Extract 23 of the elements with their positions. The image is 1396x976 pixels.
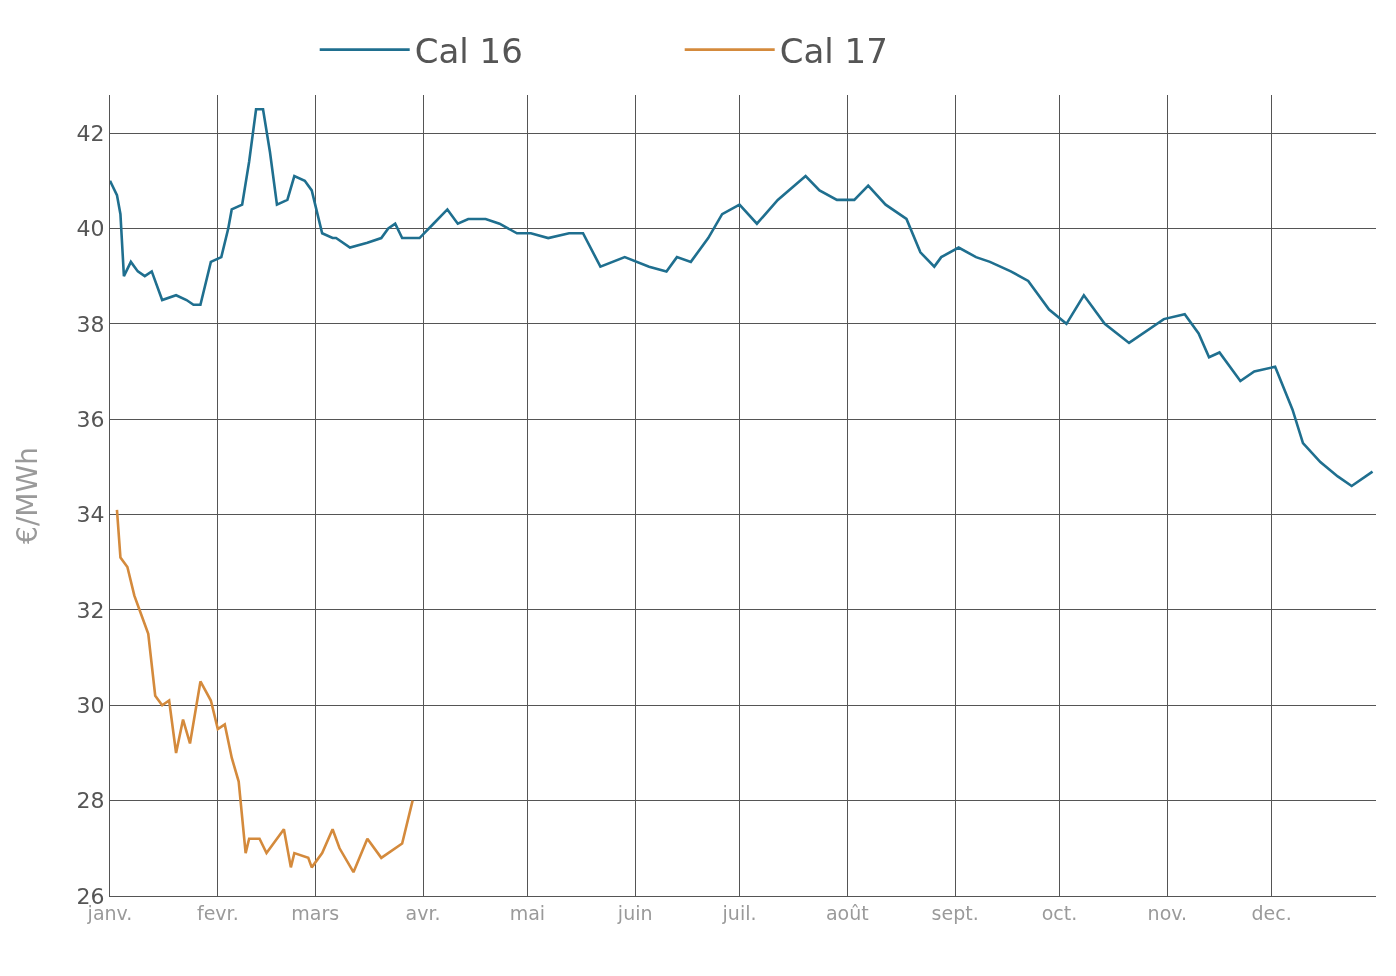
line-series — [115, 508, 414, 874]
y-tick-label: 36 — [76, 406, 105, 432]
y-tick-label: 34 — [76, 502, 105, 528]
x-tick-label: dec. — [1251, 901, 1292, 924]
y-axis-title: €/MWh — [11, 447, 45, 544]
x-tick-label: avr. — [405, 901, 441, 924]
x-tick-label: nov. — [1147, 901, 1188, 924]
y-tick-label: 40 — [76, 216, 105, 242]
x-tick-label: août — [825, 901, 869, 924]
x-tick-label: fevr. — [196, 901, 239, 924]
y-tick-label: 38 — [76, 311, 105, 337]
y-tick-label: 28 — [76, 788, 105, 814]
y-tick-label: 30 — [76, 692, 105, 718]
legend-label: Cal 17 — [779, 30, 888, 71]
y-tick-label: 42 — [76, 120, 105, 146]
legend-label: Cal 16 — [414, 30, 523, 71]
x-tick-label: mars — [291, 901, 340, 924]
x-tick-label: sept. — [931, 901, 979, 924]
x-tick-label: oct. — [1041, 901, 1078, 924]
x-tick-label: mai — [509, 901, 546, 924]
x-tick-label: juil. — [721, 901, 757, 924]
x-tick-label: juin — [616, 901, 653, 924]
y-tick-label: 32 — [76, 597, 105, 623]
